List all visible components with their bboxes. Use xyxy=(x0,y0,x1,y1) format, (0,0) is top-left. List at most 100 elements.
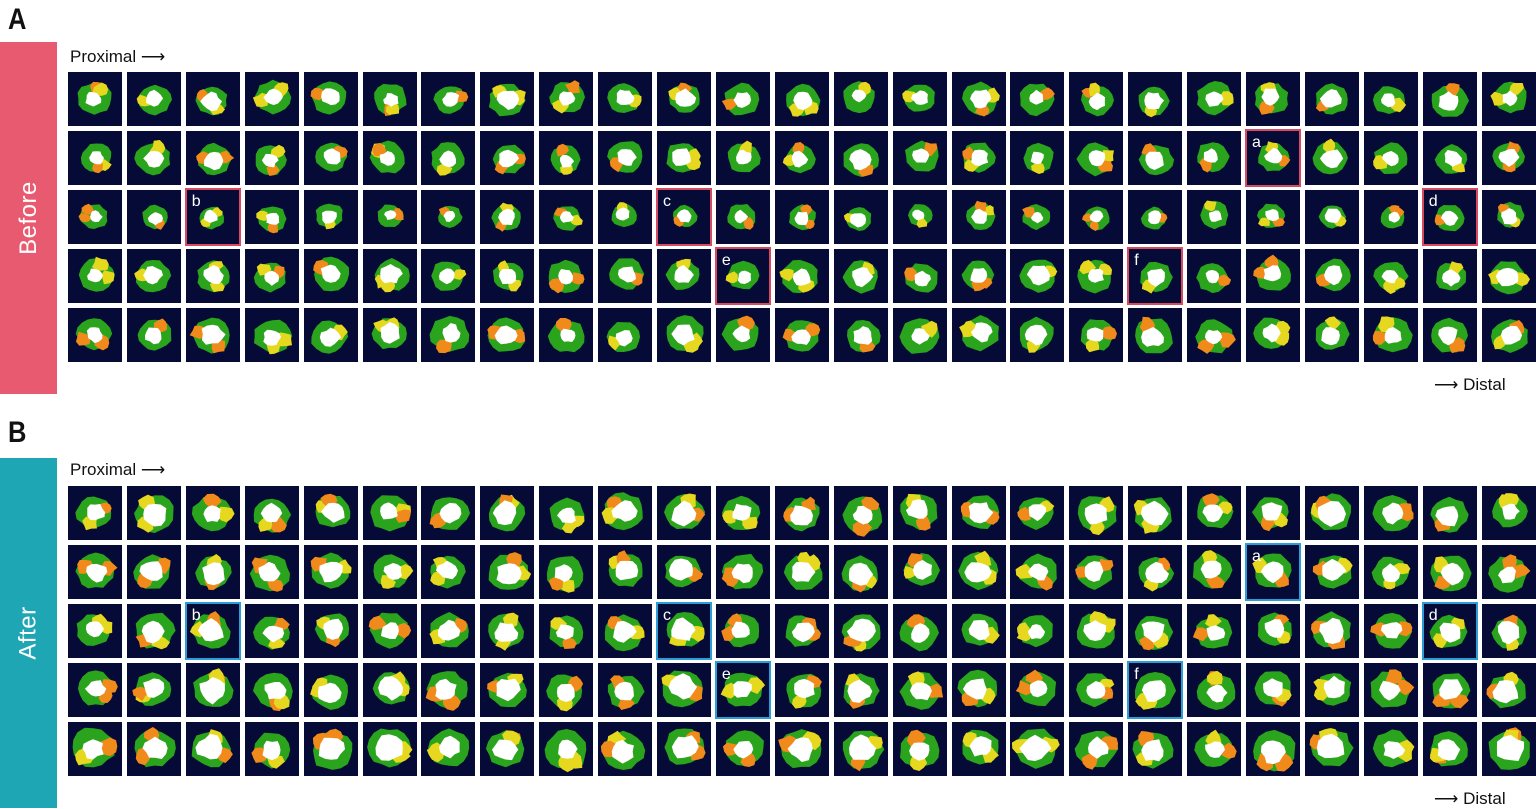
cross-section-tile xyxy=(833,486,888,540)
cross-section-tile xyxy=(1069,545,1124,599)
cross-section-tile xyxy=(480,131,535,185)
cross-section-tile xyxy=(774,663,829,717)
cross-section-tile xyxy=(892,190,947,244)
cross-section-tile xyxy=(598,131,653,185)
cross-section-tile xyxy=(1128,663,1183,717)
cross-section-tile xyxy=(185,190,240,244)
distal-label-a: ⟶ Distal xyxy=(1434,375,1506,394)
cross-section-tile xyxy=(598,190,653,244)
highlight-label-a: a xyxy=(1252,134,1261,151)
cross-section-tile xyxy=(951,663,1006,717)
cross-section-tile xyxy=(68,190,122,244)
cross-section-tile xyxy=(1246,604,1300,658)
cross-section-tile xyxy=(480,722,535,776)
cross-section-tile xyxy=(715,190,770,244)
cross-section-tile xyxy=(362,190,417,244)
cross-section-tile xyxy=(185,72,240,126)
cross-section-tile xyxy=(421,486,476,540)
cross-section-tile xyxy=(362,486,417,540)
cross-section-tile xyxy=(303,663,358,717)
cross-section-tile xyxy=(657,131,711,185)
cross-section-tile xyxy=(480,308,535,362)
cross-section-tile xyxy=(68,486,122,540)
cross-section-tile xyxy=(303,308,358,362)
cross-section-tile xyxy=(362,604,417,658)
cross-section-tile xyxy=(715,249,770,303)
cross-section-tile xyxy=(1128,249,1183,303)
cross-section-tile xyxy=(892,722,947,776)
proximal-label-a: Proximal ⟶ xyxy=(70,47,166,66)
cross-section-tile xyxy=(244,72,299,126)
cross-section-tile xyxy=(244,249,299,303)
cross-section-tile xyxy=(951,190,1006,244)
cross-section-tile xyxy=(657,308,711,362)
cross-section-tile xyxy=(1304,486,1359,540)
cross-section-tile xyxy=(244,190,299,244)
cross-section-tile xyxy=(126,722,181,776)
side-label-before-text: Before xyxy=(14,181,42,255)
cross-section-tile xyxy=(1422,131,1477,185)
cross-section-tile xyxy=(833,131,888,185)
cross-section-tile xyxy=(1304,663,1359,717)
cross-section-tile xyxy=(421,308,476,362)
cross-section-tile xyxy=(1187,722,1242,776)
cross-section-tile xyxy=(1187,249,1242,303)
cross-section-tile xyxy=(951,722,1006,776)
cross-section-tile xyxy=(951,72,1006,126)
cross-section-tile xyxy=(951,604,1006,658)
cross-section-tile xyxy=(126,308,181,362)
cross-section-tile xyxy=(68,663,122,717)
cross-section-tile xyxy=(1187,486,1242,540)
cross-section-tile xyxy=(715,308,770,362)
cross-section-tile xyxy=(1304,249,1359,303)
cross-section-tile xyxy=(715,131,770,185)
cross-section-tile xyxy=(1010,663,1065,717)
highlight-box-b: b xyxy=(184,188,241,246)
cross-section-tile xyxy=(185,663,240,717)
cross-section-tile xyxy=(1363,249,1418,303)
cross-section-tile xyxy=(68,131,122,185)
cross-section-tile xyxy=(539,486,594,540)
cross-section-tile xyxy=(833,308,888,362)
highlight-box-c: c xyxy=(656,188,712,246)
cross-section-tile xyxy=(1128,486,1183,540)
cross-section-tile xyxy=(1363,190,1418,244)
cross-section-tile xyxy=(951,308,1006,362)
cross-section-tile xyxy=(1187,131,1242,185)
cross-section-tile xyxy=(1246,545,1300,599)
highlight-box-f: f xyxy=(1127,661,1184,719)
cross-section-tile xyxy=(1246,72,1300,126)
cross-section-tile xyxy=(68,308,122,362)
highlight-box-e: e xyxy=(714,247,771,305)
cross-section-tile xyxy=(1304,190,1359,244)
cross-section-tile xyxy=(1481,131,1536,185)
cross-section-tile xyxy=(1304,722,1359,776)
cross-section-tile xyxy=(480,72,535,126)
cross-section-tile xyxy=(892,249,947,303)
cross-section-tile xyxy=(1422,249,1477,303)
cross-section-tile xyxy=(1187,545,1242,599)
cross-section-tile xyxy=(539,604,594,658)
cross-section-tile xyxy=(1246,722,1300,776)
cross-section-tile xyxy=(1422,663,1477,717)
cross-section-tile xyxy=(1128,72,1183,126)
cross-section-grid-after: a b c d e f xyxy=(68,486,1536,780)
cross-section-tile xyxy=(1010,722,1065,776)
highlight-box-c: c xyxy=(656,602,712,660)
cross-section-tile xyxy=(715,72,770,126)
cross-section-tile xyxy=(1010,249,1065,303)
cross-section-tile xyxy=(715,545,770,599)
cross-section-tile xyxy=(1363,308,1418,362)
cross-section-tile xyxy=(244,131,299,185)
cross-section-tile xyxy=(126,249,181,303)
highlight-box-d: d xyxy=(1421,602,1478,660)
cross-section-tile xyxy=(1010,486,1065,540)
cross-section-tile xyxy=(1246,486,1300,540)
cross-section-tile xyxy=(480,604,535,658)
cross-section-tile xyxy=(1246,663,1300,717)
highlight-label-d: d xyxy=(1428,193,1438,210)
cross-section-tile xyxy=(1481,663,1536,717)
cross-section-tile xyxy=(657,663,711,717)
cross-section-tile xyxy=(185,308,240,362)
cross-section-tile xyxy=(1010,545,1065,599)
